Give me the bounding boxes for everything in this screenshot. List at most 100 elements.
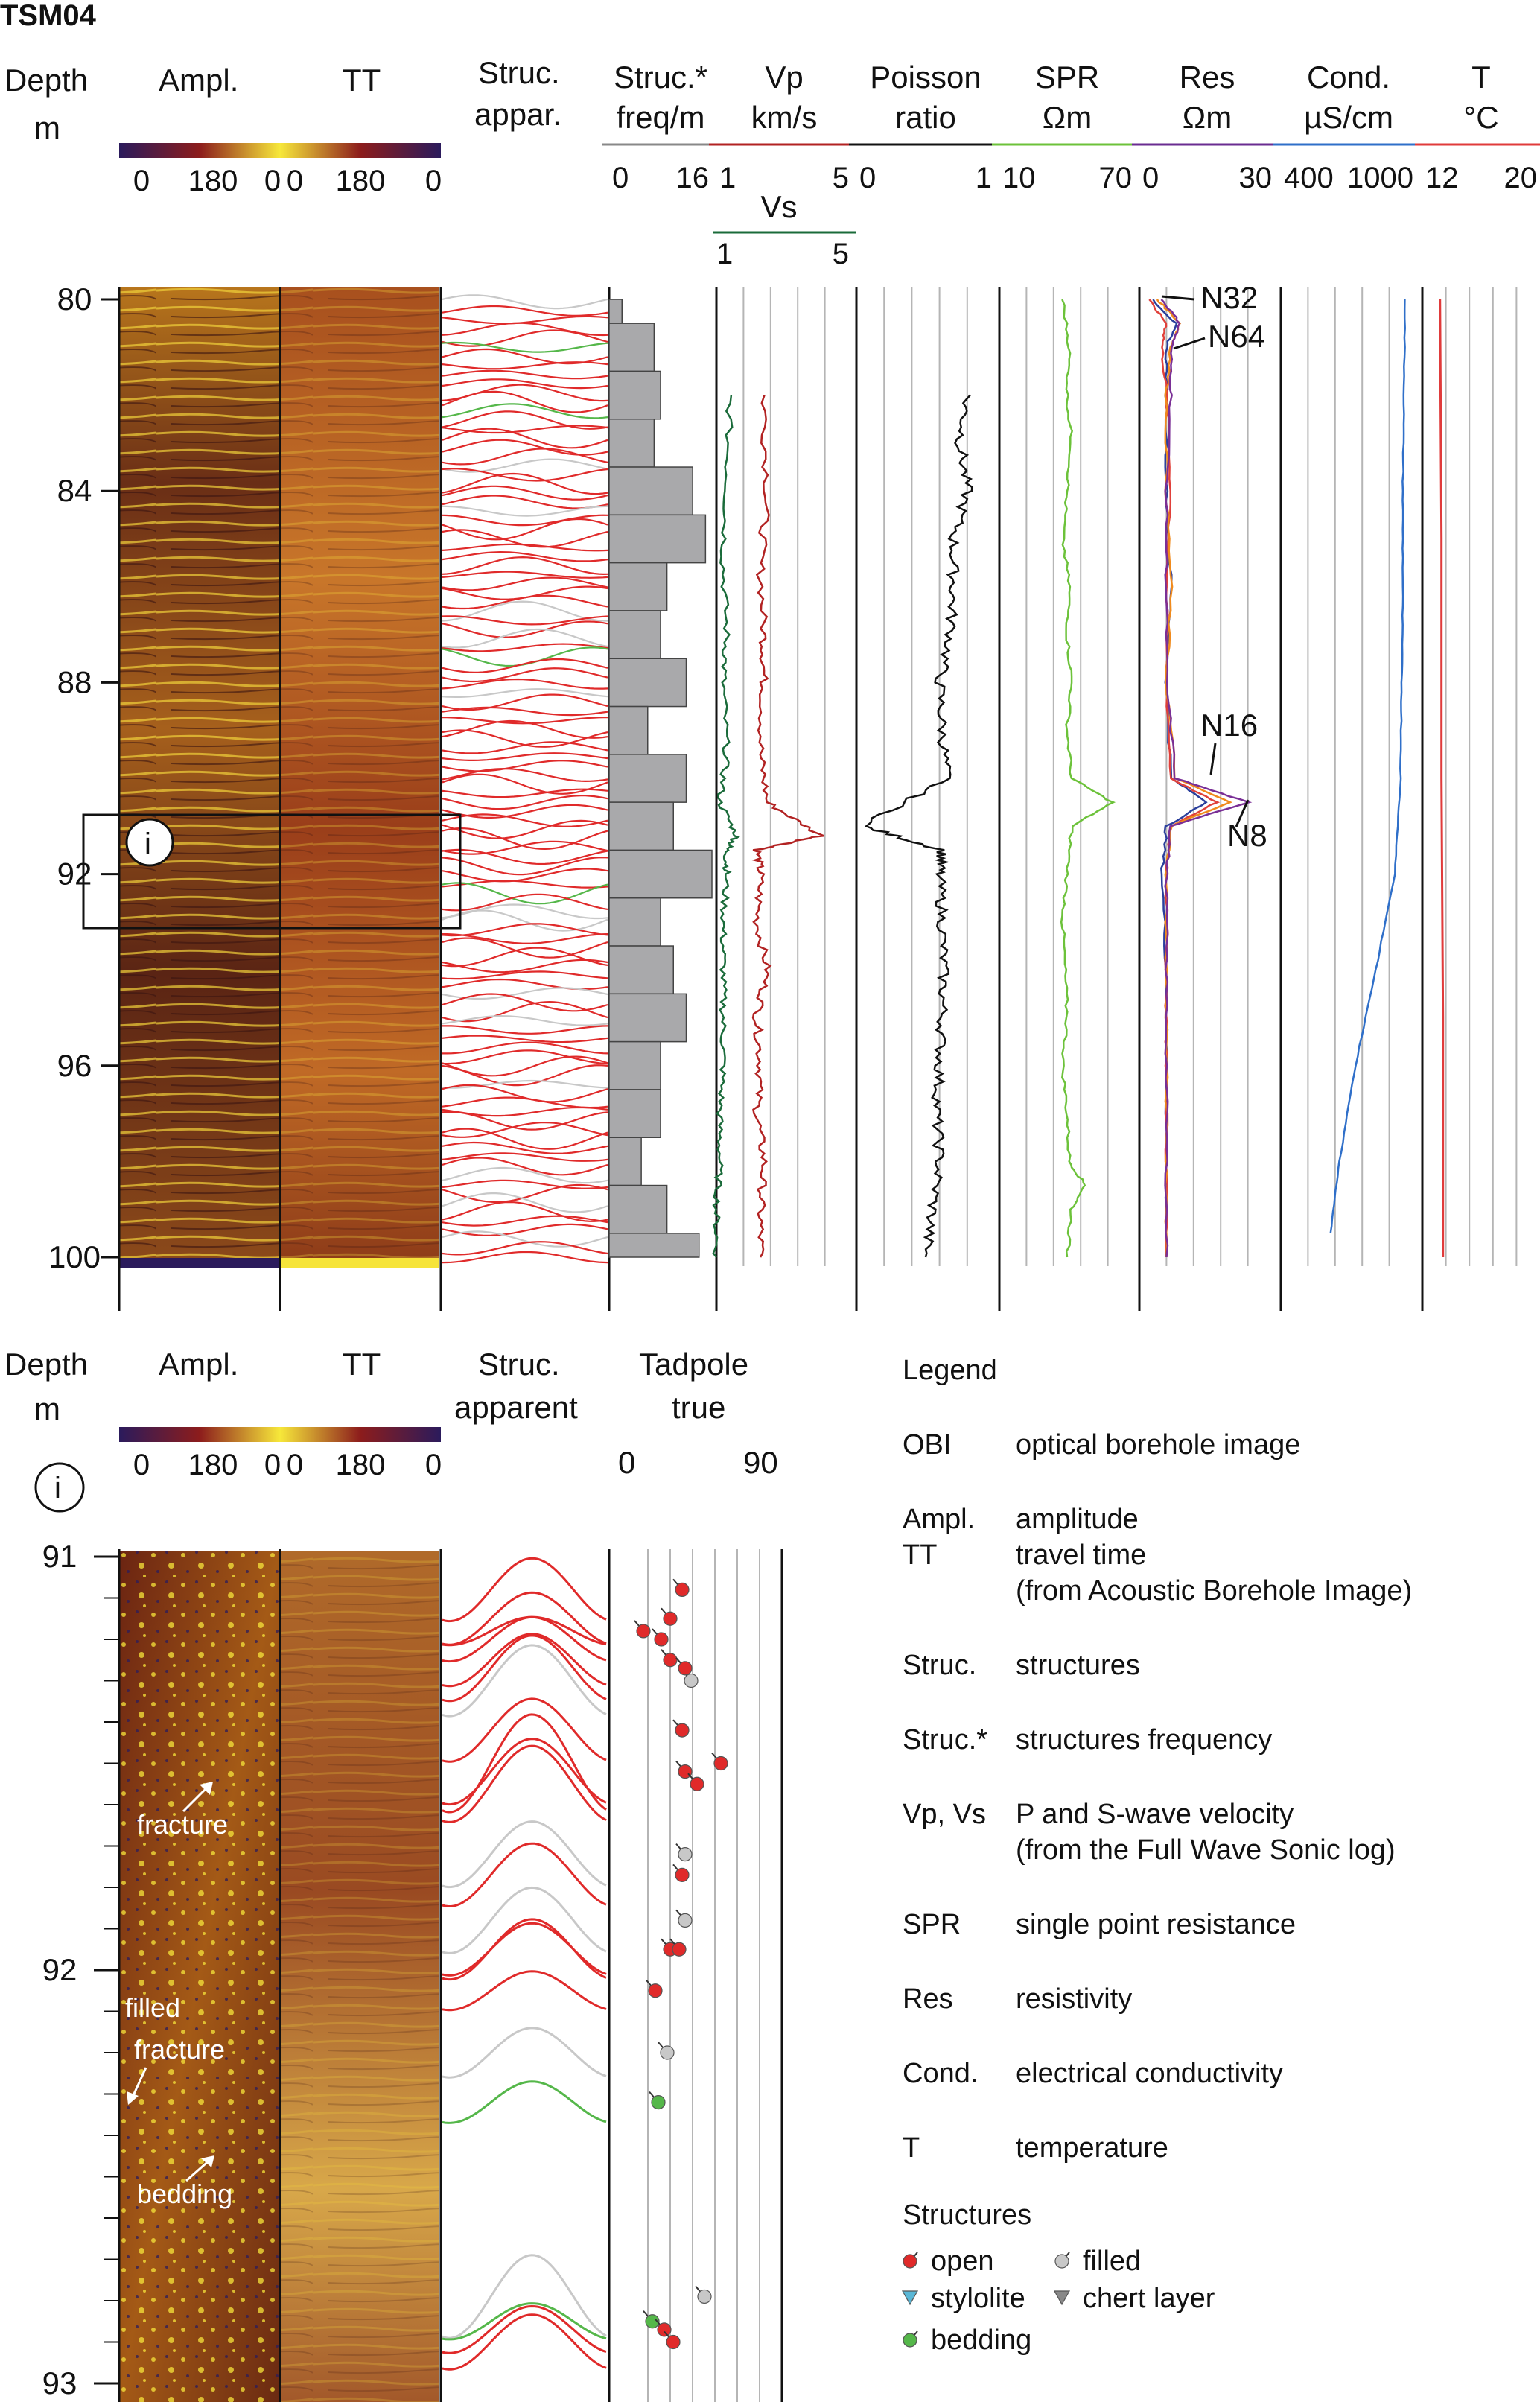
arrow-filled-fracture-head [127, 2091, 139, 2105]
freq-bar [608, 1184, 668, 1234]
structures-title: Structures [903, 2199, 1031, 2231]
struc-sinusoid [442, 1121, 608, 1138]
struc-sinusoid [442, 813, 608, 827]
track-headers: Struc.* freq/m 0 16 Vp km/s 1 5 Poisson ratio 0 1 SP… [602, 60, 1540, 270]
bottom-colorbar [119, 1427, 441, 1442]
bottom-tt-header: TT [343, 1347, 381, 1382]
legend-abbr: Vp, Vs [903, 1799, 986, 1830]
res-arrow-n64 [1173, 337, 1206, 350]
struc-sinusoid [442, 378, 608, 390]
bottom-struc-header-2: apparent [454, 1390, 578, 1425]
tadpole-bedding [645, 2314, 660, 2329]
struc-sinusoid [442, 428, 608, 449]
colorbar [119, 143, 441, 158]
bottom-sinusoid-bedding [442, 2080, 607, 2124]
depth-axis-top: 80 84 88 92 96 100 [48, 282, 119, 1274]
struc-sinusoid [442, 1201, 608, 1222]
struc-sinusoid [442, 468, 608, 482]
track-header-cond: Cond. [1307, 60, 1390, 95]
tadpole-open [675, 1582, 690, 1597]
struc-sinusoid [442, 1000, 608, 1023]
struc-sinusoid [442, 788, 608, 798]
struc-sinusoid [442, 329, 608, 347]
struc-sinusoid [442, 1183, 608, 1204]
track-unit-vp: km/s [751, 100, 818, 135]
legend-items: OBI optical borehole image Ampl. amplitude T… [903, 1429, 1412, 2164]
depth-tick-label: 96 [57, 1048, 92, 1083]
tadpole-open [663, 1653, 678, 1668]
tadpole-scale-max: 90 [743, 1445, 778, 1480]
struc-sinusoid [442, 1166, 608, 1184]
tadpole-open [654, 1632, 669, 1647]
track-unit-cond: µS/cm [1304, 100, 1393, 135]
res-annotation-n64: N64 [1208, 319, 1265, 354]
bottom-depth-tick-label: 91 [42, 1539, 77, 1574]
bottom-sinusoid-open [442, 1615, 607, 1663]
freq-bar [608, 1137, 642, 1186]
freq-bar [608, 370, 661, 420]
bottom-struc-header: Struc. [478, 1347, 560, 1382]
freq-bar [608, 323, 655, 372]
freq-bar [608, 897, 661, 947]
arrow-fracture-head [200, 1782, 213, 1795]
struc-sinusoid [442, 667, 608, 683]
stylolite-triangle-icon [901, 2290, 919, 2306]
bottom-sinusoid-open [442, 1615, 607, 1647]
struc-sinusoid [442, 514, 608, 527]
tadpole-open [672, 1942, 687, 1957]
legend-desc: (from the Full Wave Sonic log) [1016, 1834, 1396, 1866]
track-unit-freq: freq/m [616, 100, 704, 135]
freq-bar [608, 945, 674, 995]
bottom-colorbar-tick: 0 [133, 1449, 150, 1481]
struc-sinusoid [442, 688, 608, 698]
struc-sinusoid [442, 937, 608, 959]
freq-bar [608, 514, 707, 564]
arrow-bedding-head [201, 2155, 214, 2167]
freq-bar [608, 1040, 661, 1090]
legend-abbr: T [903, 2132, 920, 2164]
tadpole-open [648, 1983, 663, 1998]
bottom-depth-tick-label: 93 [42, 2366, 77, 2401]
struc-sinusoid [442, 893, 608, 912]
legend-desc: P and S-wave velocity [1016, 1799, 1294, 1830]
bottom-sinusoid-open [442, 1633, 607, 1688]
track-header-poisson: Poisson [870, 60, 981, 95]
legend-desc: structures frequency [1016, 1724, 1272, 1756]
poisson-curve [864, 394, 973, 1258]
struc-sinusoid [442, 909, 608, 932]
legend-abbr: Res [903, 1983, 953, 2015]
legend-title: Legend [903, 1355, 997, 1386]
struc-sinusoid [442, 1049, 608, 1065]
bottom-sinusoid-open [442, 2313, 607, 2371]
legend-desc: structures [1016, 1650, 1140, 1681]
struc-sinusoid [442, 550, 608, 562]
struc-sinusoid [442, 294, 608, 310]
track-scale-min-freq: 0 [612, 162, 629, 194]
struc-sinusoid [442, 993, 608, 1012]
bottom-sinusoid-bedding [442, 2302, 607, 2341]
cond-curve [1329, 299, 1406, 1233]
tadpole-open [663, 1611, 678, 1626]
struc-sinusoid [442, 458, 608, 473]
track-scale-max-poisson: 1 [976, 162, 992, 194]
freq-bar [608, 993, 687, 1043]
vs-header: Vs [760, 189, 797, 224]
image-annotations: fracture filled fracture bedding [125, 1782, 232, 2209]
bottom-colorbar-ticks: 0 180 0 0 180 0 [133, 1449, 442, 1481]
struc-sinusoid [442, 505, 608, 517]
tadpole-open [675, 1867, 690, 1882]
freq-bar [608, 610, 661, 660]
tadpole-bedding [651, 2095, 666, 2110]
bottom-colorbar-tick: 0 [264, 1449, 281, 1481]
legend-abbr: Struc. [903, 1650, 976, 1681]
freq-bar [608, 658, 687, 708]
top-track-grid [118, 287, 1518, 1311]
freq-bar [608, 299, 623, 324]
bottom-colorbar-tick: 0 [425, 1449, 442, 1481]
struc-sinusoid [442, 390, 608, 413]
tt-header: TT [343, 63, 381, 98]
struc-sinusoid [442, 970, 608, 980]
colorbar-tick: 0 [287, 165, 303, 197]
bottom-sinusoid-open [442, 1557, 607, 1623]
struc-sinusoid [442, 518, 608, 541]
